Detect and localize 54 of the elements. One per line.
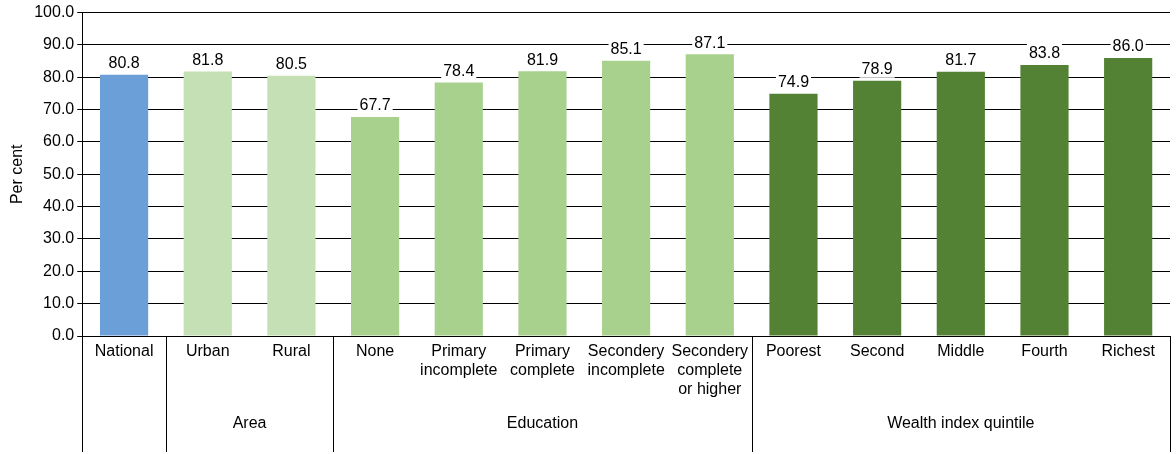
y-axis-title: Per cent — [8, 143, 26, 205]
y-tick-label: 30.0 — [43, 229, 75, 247]
data-label: 85.1 — [610, 40, 642, 58]
x-tick-label: Poorest — [765, 342, 822, 360]
bar — [351, 117, 400, 336]
data-label: 83.8 — [1028, 44, 1061, 62]
x-tick-label: Second — [850, 342, 905, 360]
bar — [936, 71, 985, 336]
y-tick-label: 50.0 — [43, 164, 75, 182]
data-label: 78.4 — [443, 61, 475, 79]
data-label: 86.0 — [1112, 37, 1144, 55]
bar — [183, 71, 232, 336]
y-tick-label: 40.0 — [43, 197, 75, 215]
bar — [769, 93, 818, 336]
x-tick-label: Urban — [185, 342, 230, 360]
y-tick-label: 100.0 — [34, 3, 75, 21]
text: Area — [232, 414, 267, 432]
text: Wealth index quintile — [887, 414, 1035, 432]
x-tick-label: Middle — [937, 342, 985, 360]
bar — [685, 54, 734, 336]
x-tick-label: None — [355, 342, 395, 360]
x-tick-label: Primary complete — [509, 342, 576, 379]
y-tick-label: 70.0 — [43, 100, 75, 118]
y-tick-label: 20.0 — [43, 261, 75, 279]
data-label: 81.7 — [945, 51, 977, 69]
bar — [1104, 57, 1153, 336]
y-tick-label: 0.0 — [51, 326, 75, 344]
data-label: 78.9 — [861, 60, 893, 78]
bar — [853, 80, 902, 336]
y-tick-label: 90.0 — [43, 35, 75, 53]
x-tick-label: Primary incomplete — [420, 342, 498, 379]
data-label: 80.8 — [108, 54, 140, 72]
data-label: 67.7 — [359, 96, 391, 114]
bar — [99, 74, 149, 336]
data-label: 80.5 — [275, 55, 308, 73]
x-tick-label: Secondery complete or higher — [671, 342, 749, 398]
x-tick-label: National — [94, 342, 154, 360]
x-tick-label: Secondery incomplete — [587, 342, 665, 379]
x-tick-label: Richest — [1101, 342, 1156, 360]
data-label: 81.8 — [192, 50, 224, 68]
bar — [434, 82, 483, 336]
data-label: 74.9 — [777, 73, 810, 91]
bar — [1020, 64, 1069, 336]
bar — [518, 71, 567, 336]
data-label: 81.9 — [526, 50, 559, 68]
bar — [267, 75, 316, 336]
y-tick-label: 60.0 — [43, 132, 75, 150]
bar — [602, 60, 651, 336]
data-label: 87.1 — [694, 33, 726, 51]
x-tick-label: Rural — [272, 342, 311, 360]
y-tick-label: 10.0 — [43, 294, 75, 312]
text: Education — [506, 414, 579, 432]
y-tick-label: 80.0 — [43, 67, 75, 85]
x-tick-label: Fourth — [1021, 342, 1068, 360]
